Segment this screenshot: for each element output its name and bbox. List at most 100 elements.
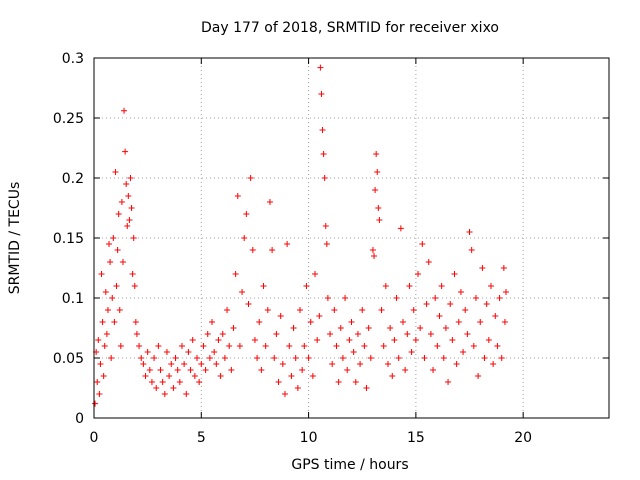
data-point <box>317 64 324 71</box>
data-point <box>198 361 205 367</box>
data-point <box>266 199 273 205</box>
data-point <box>109 295 116 301</box>
data-point <box>183 391 190 397</box>
data-point <box>251 337 258 343</box>
x-tick-label: 0 <box>90 430 99 446</box>
data-point <box>159 379 166 385</box>
data-point <box>331 307 338 313</box>
data-points <box>92 64 509 407</box>
data-point <box>393 295 400 301</box>
data-point <box>373 151 380 157</box>
data-point <box>321 175 328 181</box>
data-point <box>243 211 250 217</box>
x-tick-label: 20 <box>514 430 532 446</box>
data-point <box>324 295 331 301</box>
data-point <box>249 247 256 253</box>
data-point <box>123 181 130 187</box>
data-point <box>402 367 409 373</box>
data-point <box>125 193 132 199</box>
data-point <box>303 283 310 289</box>
data-point <box>335 379 342 385</box>
data-point <box>501 319 508 325</box>
data-point <box>191 373 198 379</box>
data-point <box>307 319 314 325</box>
data-point <box>256 319 263 325</box>
data-point <box>290 325 297 331</box>
data-point <box>230 325 237 331</box>
data-point <box>117 343 124 349</box>
data-point <box>126 217 133 223</box>
data-point <box>94 379 101 385</box>
data-point <box>371 253 378 259</box>
data-point <box>170 385 177 391</box>
data-point <box>277 313 284 319</box>
data-point <box>438 283 445 289</box>
data-point <box>500 265 507 271</box>
data-point <box>217 373 224 379</box>
data-point <box>108 355 115 361</box>
data-point <box>176 379 183 385</box>
axis-ticks: 0 5 10 15 20 0 0.05 0.1 0.15 0.2 0.25 0.3 <box>53 51 609 446</box>
data-point <box>140 361 147 367</box>
data-point <box>354 331 361 337</box>
data-point <box>262 343 269 349</box>
data-point <box>397 225 404 232</box>
data-point <box>269 247 276 253</box>
data-point <box>434 343 441 349</box>
data-point <box>342 295 349 301</box>
data-point <box>408 349 415 355</box>
x-tick-label: 5 <box>197 430 206 446</box>
data-point <box>314 337 321 343</box>
data-point <box>142 373 149 379</box>
data-point <box>348 319 355 325</box>
data-point <box>367 355 374 361</box>
data-point <box>436 313 443 319</box>
data-point <box>460 349 467 355</box>
data-point <box>115 211 122 217</box>
data-point <box>417 325 424 331</box>
data-point <box>127 175 134 181</box>
data-point <box>361 343 368 349</box>
data-point <box>224 307 231 313</box>
data-point <box>236 343 243 349</box>
data-point <box>451 271 458 277</box>
data-point <box>380 343 387 349</box>
data-point <box>100 373 107 379</box>
data-point <box>475 373 482 379</box>
data-point <box>359 307 366 313</box>
data-point <box>316 313 323 319</box>
data-point <box>387 325 394 331</box>
data-point <box>481 355 488 361</box>
data-point <box>333 343 340 349</box>
data-point <box>106 241 113 247</box>
data-point <box>288 373 295 379</box>
data-point <box>423 301 430 307</box>
data-point <box>297 307 303 313</box>
data-point <box>112 169 119 175</box>
data-point <box>122 148 129 155</box>
data-point <box>430 367 437 373</box>
data-point <box>352 379 359 385</box>
x-tick-label: 15 <box>407 430 425 446</box>
data-point <box>483 301 490 307</box>
data-point <box>209 319 216 325</box>
data-point <box>133 331 140 337</box>
data-point <box>406 283 413 289</box>
data-point <box>391 337 398 343</box>
data-point <box>107 259 114 265</box>
data-point <box>372 187 379 193</box>
data-point <box>132 319 139 325</box>
data-point <box>194 355 200 361</box>
data-point <box>496 295 503 301</box>
data-point <box>215 337 222 343</box>
data-point <box>337 325 344 331</box>
data-point <box>144 349 151 355</box>
data-point <box>395 355 402 361</box>
data-point <box>344 367 351 373</box>
data-point <box>101 343 108 349</box>
data-point <box>320 151 327 157</box>
data-point <box>155 343 162 349</box>
data-point <box>163 349 170 355</box>
data-point <box>206 355 213 361</box>
data-point <box>118 199 125 205</box>
